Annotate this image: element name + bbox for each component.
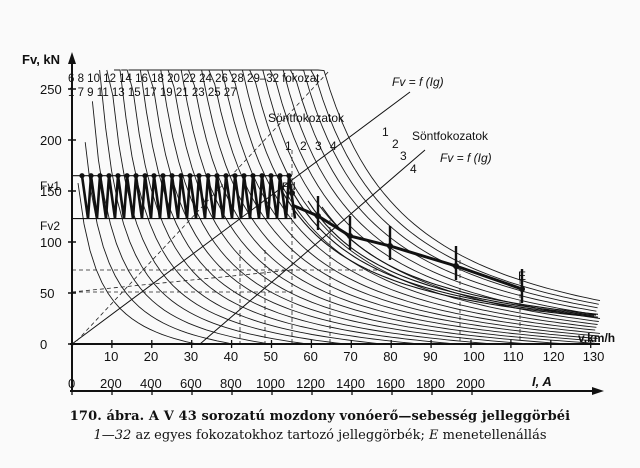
speed-tick-label: 40 <box>224 349 238 364</box>
dashed-guide <box>71 269 293 293</box>
caption-number: 170. ábra. <box>69 409 145 424</box>
fv-function-line <box>199 149 426 345</box>
caption-range: 1—32 <box>93 428 132 443</box>
caption-e-letter: E <box>428 428 439 443</box>
notch-curve <box>128 69 597 345</box>
notch-curve <box>186 69 601 334</box>
shunt-number-left: 1 <box>285 139 292 153</box>
fv2-label: Fv2 <box>40 219 60 233</box>
notch-curve <box>178 69 599 337</box>
speed-tick-label: 130 <box>583 349 605 364</box>
current-tick-label: 200 <box>100 376 122 391</box>
shunt-label-left: Söntfokozatok <box>268 111 345 125</box>
y-tick-label: 250 <box>40 82 62 97</box>
y-tick-label: 100 <box>40 235 62 250</box>
notch-curve <box>84 142 596 345</box>
current-axis-arrow <box>592 387 604 395</box>
dashed-guides <box>71 69 521 347</box>
caption-description: 1—32 az egyes fokozatokhoz tartozó jelle… <box>0 428 640 443</box>
caption-title: 170. ábra. A V 43 sorozatú mozdony vonóe… <box>0 409 640 424</box>
speed-tick-label: 50 <box>264 349 278 364</box>
speed-tick-label: 80 <box>383 349 397 364</box>
current-tick-label: 1800 <box>416 376 445 391</box>
fv1-label: Fv1 <box>40 179 60 193</box>
traction-characteristic-diagram: Fv, kN v,km/h I, A Fv1 Fv2 6 8 10 12 14 … <box>22 52 615 395</box>
current-tick-label: 1400 <box>336 376 365 391</box>
current-tick-label: 800 <box>220 376 242 391</box>
shunt-label-right: Söntfokozatok <box>412 129 489 143</box>
caption-description-text: az egyes fokozatokhoz tartozó jelleggörb… <box>135 428 425 443</box>
shunt-curve <box>279 187 599 318</box>
y-tick-label: 50 <box>40 286 54 301</box>
notch-curve <box>229 69 596 315</box>
zigzag-line <box>80 175 297 219</box>
shunt-number-left: 2 <box>300 139 307 153</box>
fv-function-right: Fv = f (Ig) <box>440 151 492 165</box>
current-tick-label: 2000 <box>456 376 485 391</box>
current-tick-label: 1600 <box>376 376 405 391</box>
speed-tick-label: 10 <box>104 349 118 364</box>
speed-tick-label: 20 <box>144 349 158 364</box>
speed-tick-label: 30 <box>184 349 198 364</box>
notch-curve <box>258 69 601 302</box>
y-tick-label: 150 <box>40 184 62 199</box>
notch-curve <box>164 69 597 342</box>
y-tick-label: 0 <box>40 337 47 352</box>
speed-axis-title: v,km/h <box>578 331 615 345</box>
point-pd-label: Pd <box>282 181 295 193</box>
notch-curve <box>200 69 597 328</box>
current-tick-label: 400 <box>140 376 162 391</box>
axis-labels: Fv, kN v,km/h I, A Fv1 Fv2 6 8 10 12 14 … <box>22 52 615 389</box>
shunt-number-right: 1 <box>382 125 389 139</box>
shunt-step-point <box>519 286 525 292</box>
speed-ticks: 10 20 30 40 50 60 70 80 90 100 110 120 130 <box>104 340 605 364</box>
shunt-number-right: 3 <box>400 149 407 163</box>
notch-curve <box>214 69 599 322</box>
notch-curve <box>250 69 599 305</box>
notch-row-top: 6 8 10 12 14 16 18 20 22 24 26 28 29–32 … <box>68 73 320 85</box>
shunt-step-point <box>387 243 393 249</box>
shunt-step-point <box>453 263 459 269</box>
notch-curve <box>171 69 598 339</box>
shunt-step-point <box>315 213 321 219</box>
shunt-step-point <box>347 233 353 239</box>
notch-curve <box>150 69 600 345</box>
shunt-number-left: 3 <box>315 139 322 153</box>
shunt-number-right: 4 <box>410 162 417 176</box>
speed-tick-label: 60 <box>303 349 317 364</box>
speed-tick-label: 90 <box>423 349 437 364</box>
notch-curve <box>193 69 596 331</box>
y-axis-arrow <box>68 52 76 64</box>
current-tick-label: 1200 <box>296 376 325 391</box>
shunt-number-left: 4 <box>330 139 337 153</box>
shunt-curve <box>307 200 597 316</box>
shunt-number-right: 2 <box>392 137 399 151</box>
current-tick-label: 1000 <box>256 376 285 391</box>
shunt-curve <box>293 194 595 317</box>
notch-row-bottom: 1 7 9 11 13 15 17 19 21 23 25 27 <box>68 87 237 99</box>
speed-tick-label: 70 <box>343 349 357 364</box>
speed-tick-label: 110 <box>503 349 524 364</box>
current-tick-label: 0 <box>68 376 75 391</box>
speed-tick-label: 100 <box>463 349 485 364</box>
caption-e-text: menetellenállás <box>442 428 547 443</box>
point-e-label: E <box>518 269 526 283</box>
caption-title-text: A V 43 sorozatú mozdony vonóerő—sebesség… <box>148 409 571 424</box>
current-axis-title: I, A <box>532 374 552 389</box>
current-ticks: 0 200 400 600 800 1000 1200 1400 1600 1800 2000 <box>68 376 485 395</box>
fv-function-top: Fv = f (Ig) <box>392 75 444 89</box>
y-tick-label: 200 <box>40 133 62 148</box>
speed-tick-label: 120 <box>543 349 565 364</box>
y-ticks: 250 200 150 100 50 0 <box>40 82 76 352</box>
starting-zigzag <box>72 173 297 220</box>
axes <box>68 52 604 395</box>
y-axis-title: Fv, kN <box>22 52 60 67</box>
current-tick-label: 600 <box>180 376 202 391</box>
resistance-curve <box>291 203 523 291</box>
